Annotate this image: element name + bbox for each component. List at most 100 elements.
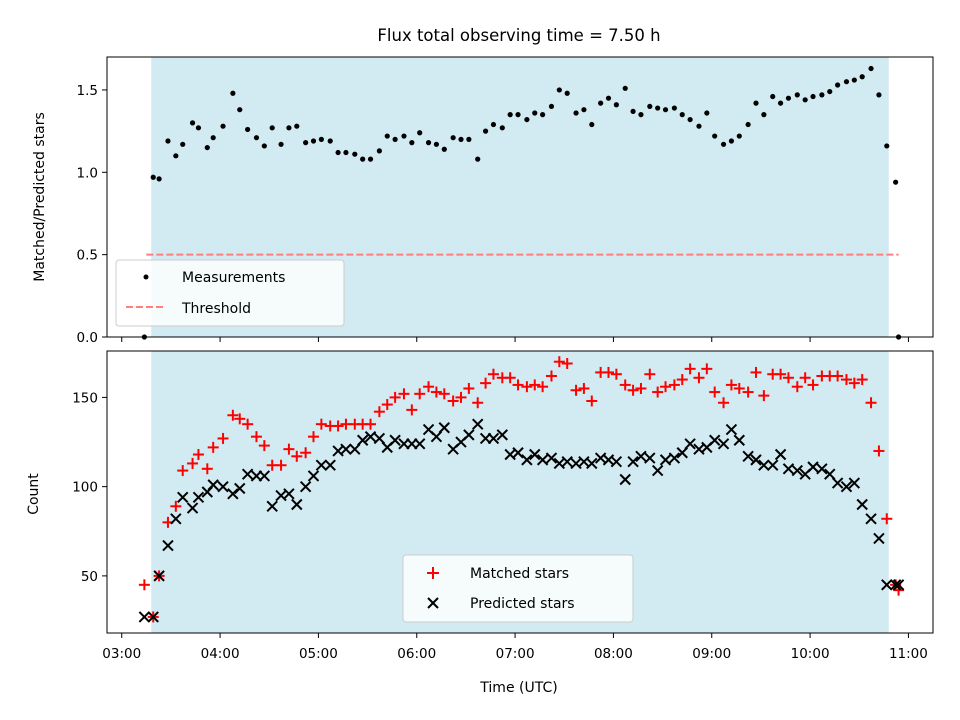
matched-star-point: [610, 368, 622, 380]
measurement-point: [466, 136, 472, 142]
matched-star-point: [718, 397, 730, 409]
measurement-point: [475, 156, 481, 162]
measurement-point: [851, 77, 857, 83]
y-tick-label: 100: [72, 480, 98, 496]
matched-star-point: [291, 450, 303, 462]
predicted-star-point: [774, 448, 787, 461]
matched-star-point: [627, 384, 639, 396]
measurement-point: [524, 116, 530, 123]
measurement-point: [450, 135, 456, 141]
predicted-star-point: [733, 434, 745, 446]
x-tick-label: 09:00: [692, 646, 731, 662]
matched-star-point: [586, 395, 598, 407]
predicted-star-point: [258, 470, 271, 482]
measurement-point: [630, 108, 636, 114]
predicted-star-point: [684, 438, 696, 450]
predicted-star-point: [430, 430, 443, 443]
measurement-point: [392, 136, 398, 142]
measurement-point: [679, 112, 685, 118]
y-tick-label: 1.0: [77, 165, 98, 181]
matched-star-point: [430, 386, 442, 398]
measurement-point: [204, 144, 210, 151]
measurement-point: [613, 102, 619, 108]
predicted-star-point: [413, 438, 426, 450]
predicted-star-point: [307, 470, 320, 482]
predicted-star-point: [831, 477, 844, 489]
matched-star-point: [840, 374, 852, 386]
predicted-star-point: [389, 434, 401, 446]
measurement-point: [876, 92, 882, 98]
predicted-star-point: [782, 463, 795, 475]
predicted-star-point: [186, 502, 199, 514]
measurement-point: [458, 136, 464, 142]
measurement-point: [401, 133, 407, 139]
legend-predicted-label: Predicted stars: [470, 596, 575, 612]
predicted-star-point: [512, 447, 524, 459]
measurement-point: [671, 105, 677, 111]
measurement-point: [598, 100, 604, 106]
matched-star-point: [463, 382, 475, 394]
predicted-star-point: [315, 459, 328, 471]
predicted-star-point: [848, 477, 861, 489]
matched-star-point: [447, 395, 459, 407]
bottom-legend: Matched stars Predicted stars: [402, 554, 634, 623]
measurement-point: [720, 141, 727, 147]
predicted-star-point: [750, 454, 762, 466]
measurement-point: [189, 120, 196, 126]
x-tick-label: 04:00: [201, 646, 240, 662]
matched-star-point: [438, 388, 450, 400]
measurement-point: [662, 107, 669, 113]
matched-star-point: [192, 449, 204, 461]
matched-star-point: [733, 382, 745, 394]
bottom-y-ticks: 50 100 150: [72, 390, 107, 585]
measurement-point: [376, 148, 382, 154]
measurement-point: [352, 151, 358, 157]
matched-star-point: [187, 457, 199, 469]
measurement-point: [294, 123, 300, 129]
matched-star-point: [406, 404, 418, 416]
matched-star-point: [315, 418, 327, 430]
top-y-axis-label: Matched/Predicted stars: [32, 112, 48, 282]
predicted-star-point: [561, 455, 573, 468]
measurement-point: [253, 135, 260, 141]
legend-measurements-label: Measurements: [182, 270, 285, 286]
predicted-star-point: [659, 454, 672, 466]
measurement-point: [622, 85, 628, 91]
matched-star-point: [308, 431, 319, 443]
measurement-point: [605, 95, 612, 101]
top-y-ticks: 0.0 0.5 1.0 1.5: [77, 83, 107, 346]
matched-star-point: [512, 379, 524, 391]
measurement-point: [327, 138, 333, 144]
top-axes-frame: [106, 56, 934, 338]
matched-star-point: [487, 368, 499, 380]
predicted-star-point: [291, 498, 303, 511]
x-axis-label: Time (UTC): [479, 680, 557, 696]
matched-star-point: [283, 443, 295, 455]
matched-star-point: [138, 579, 150, 591]
predicted-star-point: [856, 498, 868, 511]
predicted-stars-series: [138, 418, 905, 623]
matched-star-point: [480, 377, 492, 389]
matched-star-point: [603, 366, 614, 378]
x-tick-label: 05:00: [299, 646, 338, 662]
measurement-point: [893, 179, 899, 185]
predicted-star-point: [536, 454, 549, 466]
matched-star-point: [775, 368, 787, 380]
predicted-star-point: [138, 611, 151, 623]
predicted-star-point: [463, 429, 475, 441]
predicted-star-point: [147, 611, 159, 623]
measurements-series: [141, 65, 902, 340]
predicted-star-point: [521, 454, 533, 466]
measurement-point: [835, 82, 841, 88]
matched-star-point: [644, 368, 656, 380]
measurement-point: [728, 138, 735, 144]
matched-star-point: [782, 372, 794, 384]
measurement-point: [499, 125, 505, 131]
measurement-point: [367, 156, 374, 162]
matched-star-point: [332, 420, 344, 432]
predicted-star-point: [356, 434, 369, 446]
predicted-star-point: [635, 450, 647, 463]
matched-star-point: [570, 384, 582, 396]
predicted-star-point: [881, 579, 893, 591]
